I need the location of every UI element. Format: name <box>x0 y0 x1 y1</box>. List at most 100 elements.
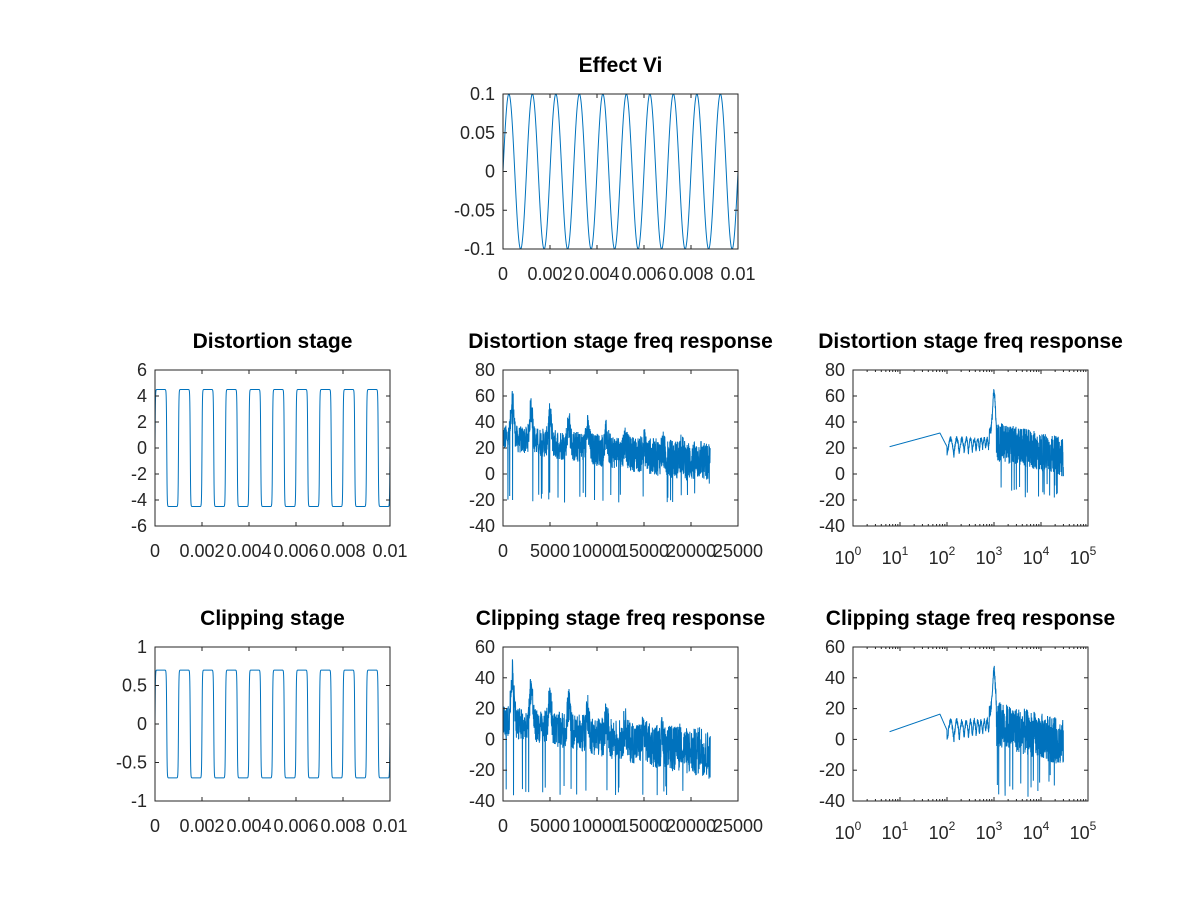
y-tick-label: -40 <box>469 791 495 811</box>
y-tick-label: -40 <box>819 791 845 811</box>
axes-clipping-freq-log: Clipping stage freq response6040200-20-4… <box>819 607 1115 843</box>
series-line <box>503 659 711 796</box>
x-tick-label: 0.002 <box>179 541 224 561</box>
plot-frame <box>502 646 739 802</box>
chart-title: Effect Vi <box>579 54 663 77</box>
x-tick-exponent: 2 <box>949 819 956 833</box>
y-tick-label: -20 <box>819 760 845 780</box>
y-tick-label: 0 <box>835 729 845 749</box>
y-tick-label: 40 <box>825 412 845 432</box>
x-tick-base: 10 <box>1070 548 1090 568</box>
y-tick-label: 80 <box>475 360 495 380</box>
chart-title: Clipping stage freq response <box>476 607 765 630</box>
y-tick-label: 20 <box>825 699 845 719</box>
x-tick-base: 10 <box>929 548 949 568</box>
x-tick-exponent: 0 <box>855 819 862 833</box>
x-tick-label: 5000 <box>530 541 570 561</box>
x-tick-exponent: 3 <box>996 819 1003 833</box>
y-tick-label: 0.1 <box>470 84 495 104</box>
y-tick-label: 1 <box>137 637 147 657</box>
x-tick-exponent: 1 <box>902 819 909 833</box>
y-tick-label: -6 <box>131 516 147 536</box>
x-tick-label: 105 <box>1070 819 1097 843</box>
y-tick-label: 0 <box>835 464 845 484</box>
x-tick-label: 0.006 <box>273 541 318 561</box>
y-tick-label: 20 <box>475 438 495 458</box>
axes-effect-vi: Effect Vi0.10.050-0.05-0.10 0.002 0.004 0.0… <box>454 54 756 284</box>
x-tick-label: 103 <box>976 544 1003 568</box>
y-tick-label: -20 <box>819 490 845 510</box>
chart-title: Clipping stage freq response <box>826 607 1115 630</box>
y-tick-label: 2 <box>137 412 147 432</box>
y-tick-label: 20 <box>475 699 495 719</box>
y-tick-label: -20 <box>469 490 495 510</box>
y-tick-label: 0 <box>485 464 495 484</box>
x-tick-exponent: 5 <box>1090 819 1097 833</box>
x-tick-base: 10 <box>835 823 855 843</box>
y-tick-label: 40 <box>475 412 495 432</box>
x-tick-label: 103 <box>976 819 1003 843</box>
x-tick-exponent: 4 <box>1043 544 1050 558</box>
x-tick-label: 0 <box>150 541 160 561</box>
x-tick-label: 0.01 <box>720 264 755 284</box>
y-tick-label: -40 <box>469 516 495 536</box>
x-tick-label: 0.008 <box>320 541 365 561</box>
axes-clipping-freq-lin: Clipping stage freq response 60 40 20 0 -20 -4… <box>469 607 765 836</box>
x-tick-label: 102 <box>929 819 956 843</box>
x-tick-base: 10 <box>1023 823 1043 843</box>
x-tick-label: 0.008 <box>320 816 365 836</box>
x-tick-base: 10 <box>1070 823 1090 843</box>
x-tick-exponent: 5 <box>1090 544 1097 558</box>
series-line <box>889 389 1064 498</box>
x-tick-label: 100 <box>835 819 862 843</box>
x-tick-label: 0.008 <box>668 264 713 284</box>
x-tick-label: 15000 <box>619 816 669 836</box>
y-tick-label: 60 <box>825 637 845 657</box>
x-tick-label: 104 <box>1023 819 1050 843</box>
x-tick-label: 0.006 <box>621 264 666 284</box>
x-tick-label: 25000 <box>713 816 763 836</box>
y-tick-label: 60 <box>825 386 845 406</box>
y-tick-label: -4 <box>131 490 147 510</box>
x-tick-exponent: 0 <box>855 544 862 558</box>
x-tick-label: 101 <box>882 544 909 568</box>
y-tick-label: 40 <box>475 668 495 688</box>
x-tick-label: 5000 <box>530 816 570 836</box>
y-tick-label: -20 <box>469 760 495 780</box>
axes-distortion-freq-lin: Distortion stage freq response806040200-… <box>468 330 773 561</box>
y-tick-label: -0.05 <box>454 200 495 220</box>
series-line <box>155 389 390 507</box>
y-tick-label: 0 <box>137 714 147 734</box>
x-tick-label: 10000 <box>572 541 622 561</box>
y-tick-label: 80 <box>825 360 845 380</box>
x-tick-label: 0.004 <box>226 816 271 836</box>
x-tick-label: 0 <box>498 541 508 561</box>
y-tick-label: 4 <box>137 386 147 406</box>
y-tick-label: 0 <box>137 438 147 458</box>
chart-title: Distortion stage freq response <box>468 330 773 353</box>
x-tick-label: 0 <box>498 264 508 284</box>
y-tick-label: 60 <box>475 637 495 657</box>
x-tick-base: 10 <box>976 548 996 568</box>
x-tick-base: 10 <box>882 548 902 568</box>
x-tick-label: 0 <box>498 816 508 836</box>
x-tick-exponent: 1 <box>902 544 909 558</box>
chart-title: Distortion stage freq response <box>818 330 1123 353</box>
y-tick-label: -0.5 <box>116 753 147 773</box>
x-tick-exponent: 4 <box>1043 819 1050 833</box>
y-tick-label: 40 <box>825 668 845 688</box>
series-line <box>155 669 390 779</box>
x-tick-base: 10 <box>835 548 855 568</box>
x-tick-label: 25000 <box>713 541 763 561</box>
x-tick-base: 10 <box>976 823 996 843</box>
x-tick-label: 101 <box>882 819 909 843</box>
x-tick-label: 100 <box>835 544 862 568</box>
y-tick-label: 60 <box>475 386 495 406</box>
x-tick-label: 0 <box>150 816 160 836</box>
x-tick-label: 0.01 <box>372 541 407 561</box>
y-tick-label: 6 <box>137 360 147 380</box>
x-tick-label: 0.004 <box>574 264 619 284</box>
x-tick-label: 15000 <box>619 541 669 561</box>
